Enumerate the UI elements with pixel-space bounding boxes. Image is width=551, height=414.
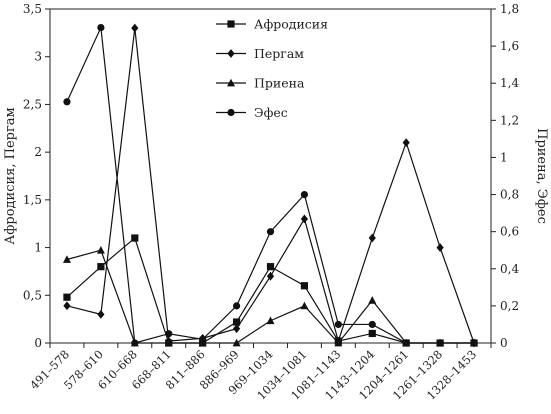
data-point-diamond xyxy=(232,324,241,334)
data-point-square xyxy=(266,263,275,271)
data-point-diamond xyxy=(436,243,444,252)
series-triangle xyxy=(62,246,479,347)
data-point-diamond xyxy=(131,23,139,33)
y-left-tick-label: 2,5 xyxy=(23,97,42,111)
data-point-triangle xyxy=(334,338,343,347)
y-right-tick-label: 0,8 xyxy=(500,188,519,202)
data-point-square xyxy=(232,318,241,326)
legend-item-square: Афродисия xyxy=(216,17,328,32)
data-point-diamond xyxy=(97,309,105,319)
y-right-tick-label: 0,4 xyxy=(500,262,519,276)
legend: Афродисия Пергам Приена Эфес xyxy=(216,17,328,120)
data-point-triangle xyxy=(300,301,309,310)
y-right-tick-label: 0,2 xyxy=(500,299,519,313)
legend-label: Пергам xyxy=(254,46,304,61)
data-point-circle xyxy=(232,302,241,310)
data-point-triangle xyxy=(266,316,275,325)
series-line-square xyxy=(66,236,475,344)
data-point-square xyxy=(368,329,376,338)
y-right-tick-label: 1,4 xyxy=(500,76,519,90)
data-point-diamond xyxy=(266,271,275,281)
data-point-circle xyxy=(199,335,207,343)
data-point-diamond xyxy=(300,214,309,224)
legend-marker-square xyxy=(227,20,235,28)
data-point-triangle xyxy=(164,338,173,347)
data-point-circle xyxy=(266,228,275,236)
legend-marker-circle xyxy=(227,108,235,117)
series-diamond xyxy=(63,23,478,348)
data-point-circle xyxy=(470,339,478,347)
y-left-tick-label: 0 xyxy=(34,336,42,350)
legend-item-diamond: Пергам xyxy=(216,46,304,61)
y-right-tick-label: 1,6 xyxy=(500,39,519,53)
data-point-circle xyxy=(368,320,376,329)
legend-item-triangle: Приена xyxy=(216,76,305,91)
series-circle xyxy=(63,23,478,347)
data-point-square xyxy=(131,234,139,242)
legend-label: Эфес xyxy=(254,105,288,120)
data-point-circle xyxy=(63,98,71,106)
data-point-triangle xyxy=(96,246,105,254)
y-axis-left-label: Афродисия, Пергам xyxy=(3,107,18,244)
y-left-tick-label: 3 xyxy=(34,50,42,64)
legend-marker-triangle xyxy=(227,78,235,87)
y-right-tick-label: 1,8 xyxy=(500,2,519,16)
y-right-tick-label: 1,2 xyxy=(500,113,519,127)
data-point-diamond xyxy=(402,138,410,147)
y-right-tick-label: 0,6 xyxy=(500,225,519,239)
data-point-diamond xyxy=(368,233,376,243)
data-point-square xyxy=(300,282,309,290)
legend-label: Приена xyxy=(254,76,305,91)
legend-label: Афродисия xyxy=(254,17,328,32)
y-axis-right-label: Приена, Эфес xyxy=(534,128,549,224)
data-point-circle xyxy=(97,23,105,32)
data-point-circle xyxy=(165,330,173,338)
y-right-tick-label: 0 xyxy=(500,336,508,350)
data-point-triangle xyxy=(232,338,241,347)
legend-item-circle: Эфес xyxy=(216,105,288,120)
data-point-circle xyxy=(334,320,342,329)
y-left-tick-label: 0,5 xyxy=(23,288,42,302)
data-point-circle xyxy=(300,190,309,199)
data-point-circle xyxy=(436,339,444,347)
data-point-triangle xyxy=(62,255,71,263)
data-point-square xyxy=(63,293,71,301)
legend-marker-diamond xyxy=(227,49,235,58)
y-left-tick-label: 1,5 xyxy=(23,193,42,207)
plot-frame xyxy=(49,8,492,344)
series-layer xyxy=(62,23,479,348)
data-point-circle xyxy=(402,339,410,347)
y-right-tick-label: 1 xyxy=(500,150,508,164)
y-left-tick-label: 2 xyxy=(34,145,42,159)
y-left-tick-label: 1 xyxy=(34,241,42,255)
data-point-triangle xyxy=(368,296,377,304)
data-point-square xyxy=(97,263,105,271)
y-left-tick-label: 3,5 xyxy=(23,2,42,16)
data-point-circle xyxy=(131,339,139,347)
data-point-diamond xyxy=(63,301,71,311)
